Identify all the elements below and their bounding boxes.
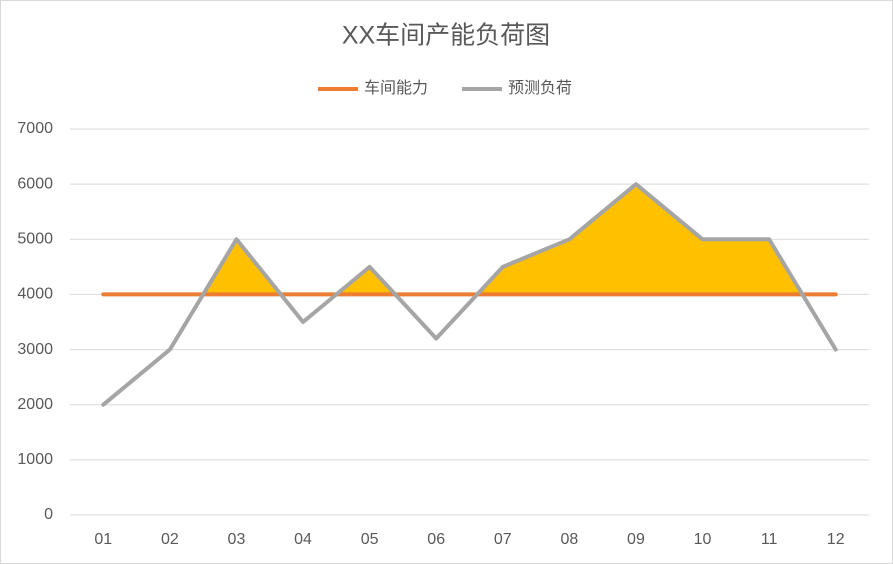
y-tick-label: 7000 — [17, 120, 53, 137]
legend-label: 预测负荷 — [508, 79, 572, 97]
y-tick-label: 5000 — [17, 231, 53, 248]
x-tick-label: 03 — [228, 531, 246, 548]
x-tick-label: 01 — [94, 531, 112, 548]
y-tick-label: 1000 — [17, 451, 53, 468]
x-tick-label: 09 — [627, 531, 645, 548]
x-tick-label: 10 — [694, 531, 712, 548]
y-tick-label: 0 — [44, 506, 53, 523]
over-capacity-area — [103, 184, 836, 295]
legend-label: 车间能力 — [364, 79, 428, 97]
x-tick-label: 06 — [427, 531, 445, 548]
series-line — [101, 182, 838, 407]
x-tick-label: 07 — [494, 531, 512, 548]
x-tick-label: 02 — [161, 531, 179, 548]
x-tick-label: 04 — [294, 531, 312, 548]
chart-title: XX车间产能负荷图 — [342, 22, 550, 50]
y-tick-label: 6000 — [17, 175, 53, 192]
x-tick-label: 11 — [761, 531, 778, 548]
y-tick-label: 4000 — [17, 286, 53, 303]
x-tick-label: 08 — [560, 531, 578, 548]
x-tick-label: 05 — [361, 531, 379, 548]
x-tick-label: 12 — [827, 531, 845, 548]
y-tick-label: 3000 — [17, 341, 53, 358]
y-tick-label: 2000 — [17, 396, 53, 413]
